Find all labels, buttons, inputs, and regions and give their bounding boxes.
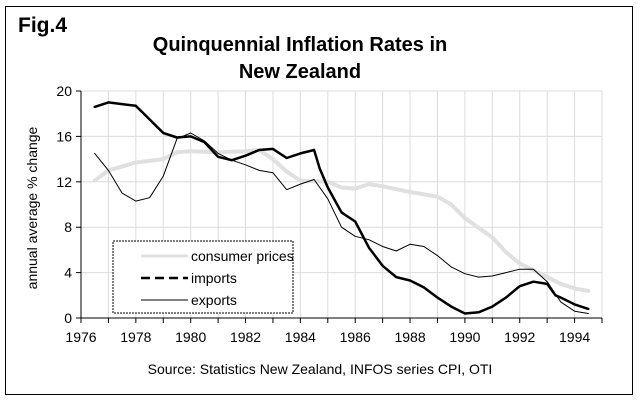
- legend-label-consumer-prices: consumer prices: [191, 248, 294, 264]
- series-line-imports: [93, 101, 590, 315]
- y-tick-label: 12: [56, 174, 72, 190]
- figure-label: Fig.4: [18, 14, 68, 37]
- series-line-exports: [94, 132, 589, 314]
- y-tick-label: 20: [56, 83, 72, 99]
- legend: consumer prices imports exports: [112, 240, 294, 314]
- series-line-consumer-prices: [92, 148, 591, 293]
- x-tick-label: 1992: [504, 329, 535, 345]
- x-tick-label: 1978: [120, 329, 151, 345]
- x-tick-label: 1990: [449, 329, 480, 345]
- x-tick-label: 1980: [175, 329, 206, 345]
- figure-frame: [5, 6, 633, 395]
- source-note: Source: Statistics New Zealand, INFOS se…: [147, 361, 493, 377]
- legend-label-imports: imports: [191, 270, 237, 286]
- x-tick-label: 1986: [340, 329, 371, 345]
- x-tick-label: 1982: [230, 329, 261, 345]
- x-tick-label: 1984: [285, 329, 316, 345]
- y-tick-label: 4: [64, 265, 72, 281]
- x-tick-label: 1994: [559, 329, 590, 345]
- y-tick-label: 16: [56, 128, 72, 144]
- y-tick-label: 8: [64, 219, 72, 235]
- y-tick-label: 0: [64, 310, 72, 326]
- legend-label-exports: exports: [191, 292, 237, 308]
- axes: 0 4 8 12 16 20 1976 1978 1980 1982 1984 1986 1988 199…: [56, 83, 603, 345]
- x-tick-label: 1988: [394, 329, 425, 345]
- series-lines: [92, 101, 591, 315]
- x-tick-label: 1976: [65, 329, 96, 345]
- chart-title: Quinquennial Inflation Rates in New Zeal…: [152, 34, 448, 83]
